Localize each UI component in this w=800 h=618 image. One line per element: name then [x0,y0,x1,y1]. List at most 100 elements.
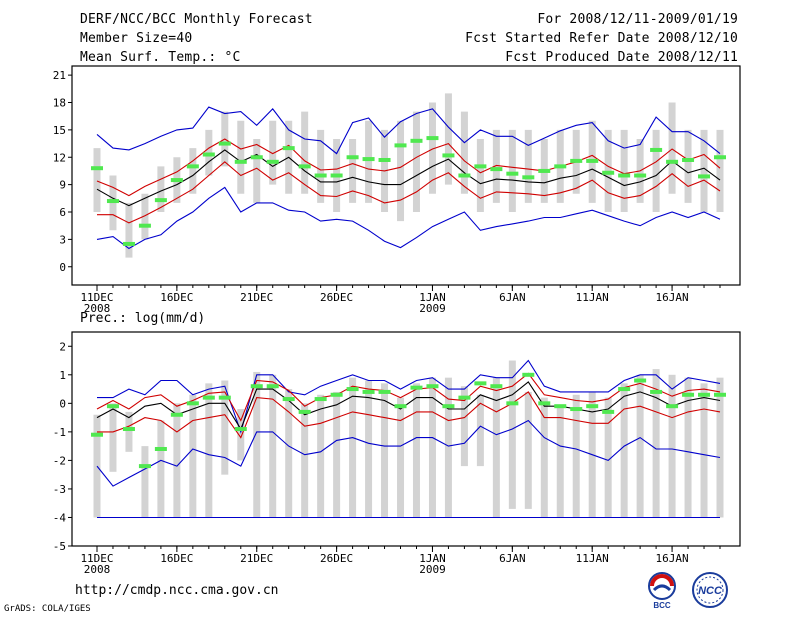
ncc-logo-ring [692,572,728,608]
precip-observed-mark [378,389,391,394]
temp-ensemble-box [620,129,628,212]
temp-observed-mark [682,157,695,162]
temp-x-tick-label: 1JAN [419,291,446,304]
precip-ensemble-box [460,386,468,467]
temp-observed-mark [458,173,471,178]
temp-observed-mark [298,164,311,169]
temp-observed-mark [314,173,327,178]
precip-ensemble-box [157,420,165,518]
member-size-label: Member Size=40 [80,31,193,46]
precip-ensemble-box [173,403,181,518]
precip-ensemble-box [556,406,564,518]
precip-observed-mark [298,409,311,414]
temp-observed-mark [666,159,679,164]
precip-observed-mark [234,427,247,432]
temp-observed-mark [106,199,119,204]
temp-y-tick-label: 18 [53,97,66,110]
precip-ensemble-box [492,377,500,518]
forecast-title: DERF/NCC/BCC Monthly Forecast [80,12,313,27]
temp-observed-mark [538,168,551,173]
precip-observed-mark [91,432,103,437]
precip-variable-label: Prec.: log(mm/d) [80,311,205,326]
temp-y-tick-label: 15 [53,124,66,137]
temp-observed-mark [618,173,631,178]
precip-ensemble-box [301,403,309,518]
precip-observed-mark [266,384,279,389]
precip-ensemble-box [428,377,436,518]
precip-x-tick-year: 2009 [419,563,446,576]
precip-observed-mark [426,384,439,389]
forecast-period: For 2008/12/11-2009/01/19 [537,12,738,27]
temp-ensemble-box [492,129,500,203]
temp-ensemble-box [412,111,420,212]
temp-y-tick-label: 12 [53,151,66,164]
temp-upper-spread-line [96,138,721,197]
temp-observed-mark [602,170,615,175]
precip-upper-spread-line [96,372,721,422]
temp-observed-mark [554,164,567,169]
precip-ensemble-box [205,383,213,518]
precip-ensemble-box [285,389,293,518]
precip-observed-mark [442,404,455,409]
temp-y-tick-label: 6 [59,206,66,219]
precip-observed-mark [122,427,135,432]
temp-ensemble-box [349,139,357,203]
temp-ensemble-box [93,148,101,212]
precip-y-tick-label: 0 [59,397,66,410]
precip-observed-mark [474,381,487,386]
bcc-logo-arc [650,574,674,587]
temp-observed-mark [522,175,535,180]
temp-observed-mark [634,173,647,178]
temp-observed-mark [362,157,375,162]
temp-ensemble-box [716,129,724,212]
precip-x-tick-label: 21DEC [240,552,273,565]
precip-x-tick-label: 11DEC [80,552,113,565]
precip-y-tick-label: -3 [53,483,66,496]
precip-ensemble-box [684,377,692,518]
precip-x-tick-label: 16JAN [656,552,689,565]
produced-date-label: Fcst Produced Date 2008/12/11 [505,50,738,65]
precip-observed-mark [522,372,535,377]
grads-credit: GrADS: COLA/IGES [4,604,91,614]
precip-ensemble-box [221,380,229,475]
precip-observed-mark [586,404,599,409]
bcc-logo: BCC [648,572,676,610]
temp-observed-mark [490,167,503,172]
precip-x-tick-label: 1JAN [419,552,446,565]
precip-ensemble-box [636,374,644,518]
temp-observed-mark [234,159,247,164]
precip-observed-mark [282,397,295,402]
temp-x-tick-label: 11DEC [80,291,113,304]
precip-observed-mark [106,404,119,409]
temp-max-line [96,106,721,155]
temp-ensemble-box [460,111,468,194]
precip-observed-mark [346,387,359,392]
precip-observed-mark [554,404,567,409]
temp-x-tick-year: 2008 [84,302,111,315]
variable-label: Mean Surf. Temp.: °C [80,50,241,65]
precip-observed-mark [202,395,215,400]
temp-observed-mark [586,158,599,163]
temp-ensemble-box [157,166,165,212]
precip-observed-mark [330,392,343,397]
temp-observed-mark [91,166,103,171]
source-url[interactable]: http://cmdp.ncc.cma.gov.cn [75,583,279,598]
precip-y-tick-label: -5 [53,540,66,553]
precip-observed-mark [698,392,711,397]
temp-lower-spread-line [97,161,721,224]
temp-ensemble-box [668,102,676,194]
temp-ensemble-box [317,129,325,203]
precip-observed-mark [714,392,726,397]
temp-observed-mark [442,153,455,158]
precip-ensemble-box [620,383,628,518]
temp-observed-mark [426,136,439,141]
bcc-logo-wave [652,584,672,592]
precip-observed-mark [250,384,263,389]
precip-x-tick-label: 11JAN [576,552,609,565]
start-date-label: Fcst Started Refer Date 2008/12/10 [465,31,738,46]
precip-y-tick-label: -2 [53,454,66,467]
precip-observed-mark [362,389,375,394]
precip-x-tick-year: 2008 [84,563,111,576]
